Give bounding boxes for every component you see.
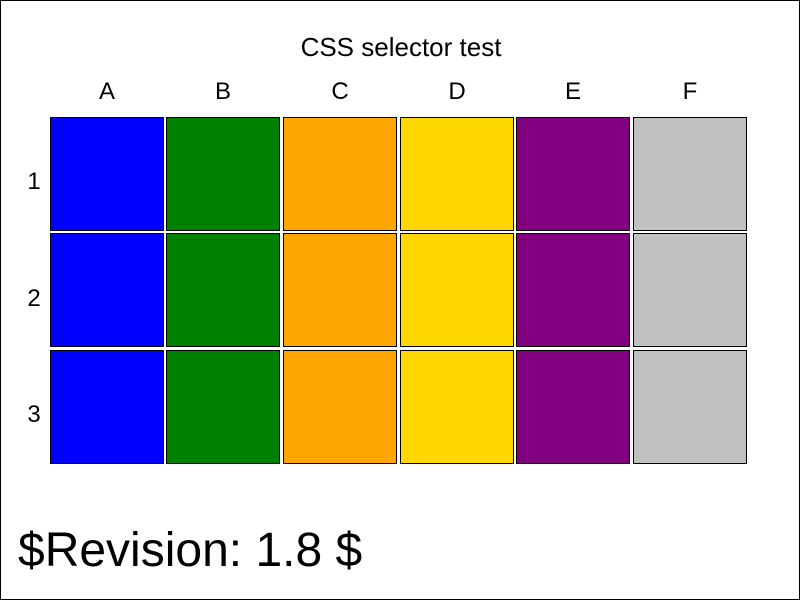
column-label-f: F (682, 78, 698, 105)
column-label-d: D (448, 78, 466, 105)
row-label-3: 3 (27, 401, 41, 428)
column-label-c: C (331, 78, 349, 105)
grid-cell-c2 (283, 233, 397, 347)
column-label-a: A (98, 78, 115, 105)
grid-cell-c1 (283, 117, 397, 231)
grid-cell-f2 (633, 233, 747, 347)
grid-cell-c3 (283, 350, 397, 464)
grid-cell-d1 (400, 117, 514, 231)
grid-cell-d3 (400, 350, 514, 464)
column-label-e: E (564, 78, 581, 105)
row-label-2: 2 (27, 285, 41, 312)
grid-cell-e3 (516, 350, 630, 464)
column-label-b: B (214, 78, 231, 105)
grid-cell-b1 (166, 117, 280, 231)
row-label-1: 1 (27, 168, 41, 195)
grid-cell-a3 (50, 350, 164, 464)
grid-cell-d2 (400, 233, 514, 347)
grid-cell-f3 (633, 350, 747, 464)
grid-cell-a2 (50, 233, 164, 347)
grid-cell-b2 (166, 233, 280, 347)
grid-cell-f1 (633, 117, 747, 231)
revision-label: $Revision: 1.8 $ (18, 524, 363, 577)
grid-cell-b3 (166, 350, 280, 464)
grid-cell-a1 (50, 117, 164, 231)
grid-cell-e1 (516, 117, 630, 231)
page-title: CSS selector test (300, 32, 502, 62)
grid-cell-e2 (516, 233, 630, 347)
